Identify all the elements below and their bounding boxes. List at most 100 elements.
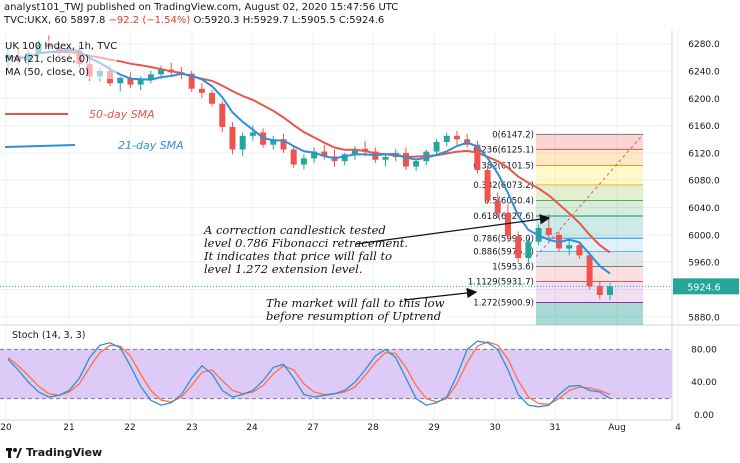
candle-body [494, 200, 501, 214]
note1-line4: level 1.272 extension level. [204, 262, 363, 276]
time-axis[interactable]: 20 21 22 23 24 27 28 29 30 31 Aug 4 [0, 419, 681, 433]
candle-body [433, 141, 440, 152]
candle-body [515, 236, 522, 259]
legend-ma21: MA (21, close, 0) [5, 54, 90, 65]
price-axis[interactable]: 6280.0 6240.0 6200.0 6160.0 6120.0 6080.0 6040… [0, 30, 739, 420]
candle-body [484, 169, 491, 201]
low-note: The market will fall to this low before … [266, 296, 445, 323]
candle-body [596, 286, 603, 295]
sma50-label: 50-day SMA [89, 108, 155, 121]
fib-level-label: 0.618(6027.6) [473, 212, 534, 222]
candle-body [545, 228, 552, 235]
candle-body [280, 139, 287, 150]
candle-body [209, 92, 216, 104]
open-value: O:5920.3 [193, 15, 240, 26]
candle-body [117, 77, 124, 84]
fib-band [536, 165, 643, 185]
candle-body [607, 286, 613, 295]
note1-line3: It indicates that price will fall to [203, 249, 392, 263]
low-value: L:5905.5 [291, 15, 336, 26]
price-tick-label: 6120.0 [688, 149, 720, 159]
time-tick-label: 23 [186, 423, 197, 433]
candle-body [249, 132, 256, 136]
indicator-legend: UK 100 Index, 1h, TVC MA (21, close, 0) … [5, 40, 118, 79]
price-tick-label: 6040.0 [688, 204, 720, 214]
price-tick-label: 5880.0 [688, 313, 720, 323]
time-tick-label: 28 [367, 423, 379, 433]
stoch-label: Stoch (14, 3, 3) [12, 330, 86, 341]
candle-body [402, 152, 409, 167]
time-tick-label: 31 [549, 423, 560, 433]
stoch-tick-label: 80.00 [691, 345, 717, 355]
fib-band [536, 184, 643, 201]
fib-level-label: 1(5953.6) [492, 263, 534, 273]
note1-line1: A correction candlestick tested [203, 223, 386, 237]
candle-body [351, 148, 358, 155]
time-tick-label: 24 [246, 423, 258, 433]
time-tick-label: 20 [0, 423, 12, 433]
note1-line2: level 0.786 Fibonacci retracement. [204, 236, 408, 250]
arrow-to-0786 [355, 214, 551, 245]
candle-body [321, 151, 328, 157]
time-tick-label: 29 [428, 423, 440, 433]
brand-name: TradingView [26, 446, 103, 459]
time-tick-label: 30 [489, 423, 501, 433]
fib-level-label: 1.1129(5931.7) [468, 278, 534, 288]
candle-body [290, 149, 297, 165]
fib-band [536, 216, 643, 239]
price-tick-label: 5960.0 [688, 259, 720, 269]
candle-body [229, 126, 236, 150]
last-price-tag [673, 278, 739, 295]
last-price: 5897.8 [70, 15, 106, 26]
change-value: −92.2 (−1.54%) [108, 15, 191, 26]
fib-band [536, 281, 643, 303]
candle-body [474, 144, 481, 170]
candle-body [576, 245, 583, 256]
tradingview-icon [6, 447, 22, 458]
price-tick-label: 6160.0 [688, 122, 720, 132]
candle-body [311, 151, 318, 159]
correction-note: A correction candlestick tested level 0.… [203, 223, 408, 276]
sma-labels: 50-day SMA 21-day SMA [4, 108, 184, 152]
legend-series: UK 100 Index, 1h, TVC [5, 41, 118, 52]
candle-body [341, 154, 348, 162]
candle-body [586, 255, 593, 287]
time-tick-label: 21 [63, 423, 74, 433]
price-tick-label: 6200.0 [688, 95, 720, 105]
fib-level-label: 1.272(5900.9) [473, 299, 534, 309]
fib-band [536, 134, 643, 150]
stoch-tick-label: 40.00 [691, 378, 717, 388]
candle-body [413, 161, 420, 167]
fib-level-label: 0.786(5995.0) [473, 234, 534, 244]
fib-band [536, 200, 643, 217]
legend-ma50: MA (50, close, 0) [5, 67, 90, 78]
candle-body [137, 79, 144, 85]
candle-body [239, 135, 246, 150]
candle-body [158, 69, 165, 75]
candle-body [525, 241, 532, 259]
stoch-pane: 80.00 40.00 0.00 [0, 340, 717, 421]
fib-level-label: 0.886(5975.6) [473, 248, 534, 258]
publish-info: analyst101_TWJ published on TradingView.… [4, 2, 399, 13]
fib-level-label: 0.382(6101.5) [473, 162, 534, 172]
fib-level-label: 0(6147.2) [492, 130, 534, 140]
candle-body [504, 213, 511, 237]
tradingview-logo[interactable]: TradingView [6, 446, 102, 459]
time-tick-label: 22 [124, 423, 135, 433]
candle-body [453, 135, 460, 140]
price-tick-label: 6240.0 [688, 67, 720, 77]
fib-extension-zone [536, 302, 643, 325]
time-tick-label: 4 [675, 423, 681, 433]
candle-body [300, 158, 307, 165]
candle-body [147, 74, 154, 80]
time-tick-label: 27 [307, 423, 318, 433]
sma21-label: 21-day SMA [118, 139, 184, 152]
fib-level-label: 0.5(6050.4) [484, 196, 534, 206]
stoch-d-line [7, 341, 611, 405]
fib-band [536, 149, 643, 166]
candle-body [382, 157, 389, 160]
stoch-k-line [7, 340, 611, 408]
high-value: H:5929.7 [242, 15, 289, 26]
arrow-to-1272 [403, 287, 478, 301]
